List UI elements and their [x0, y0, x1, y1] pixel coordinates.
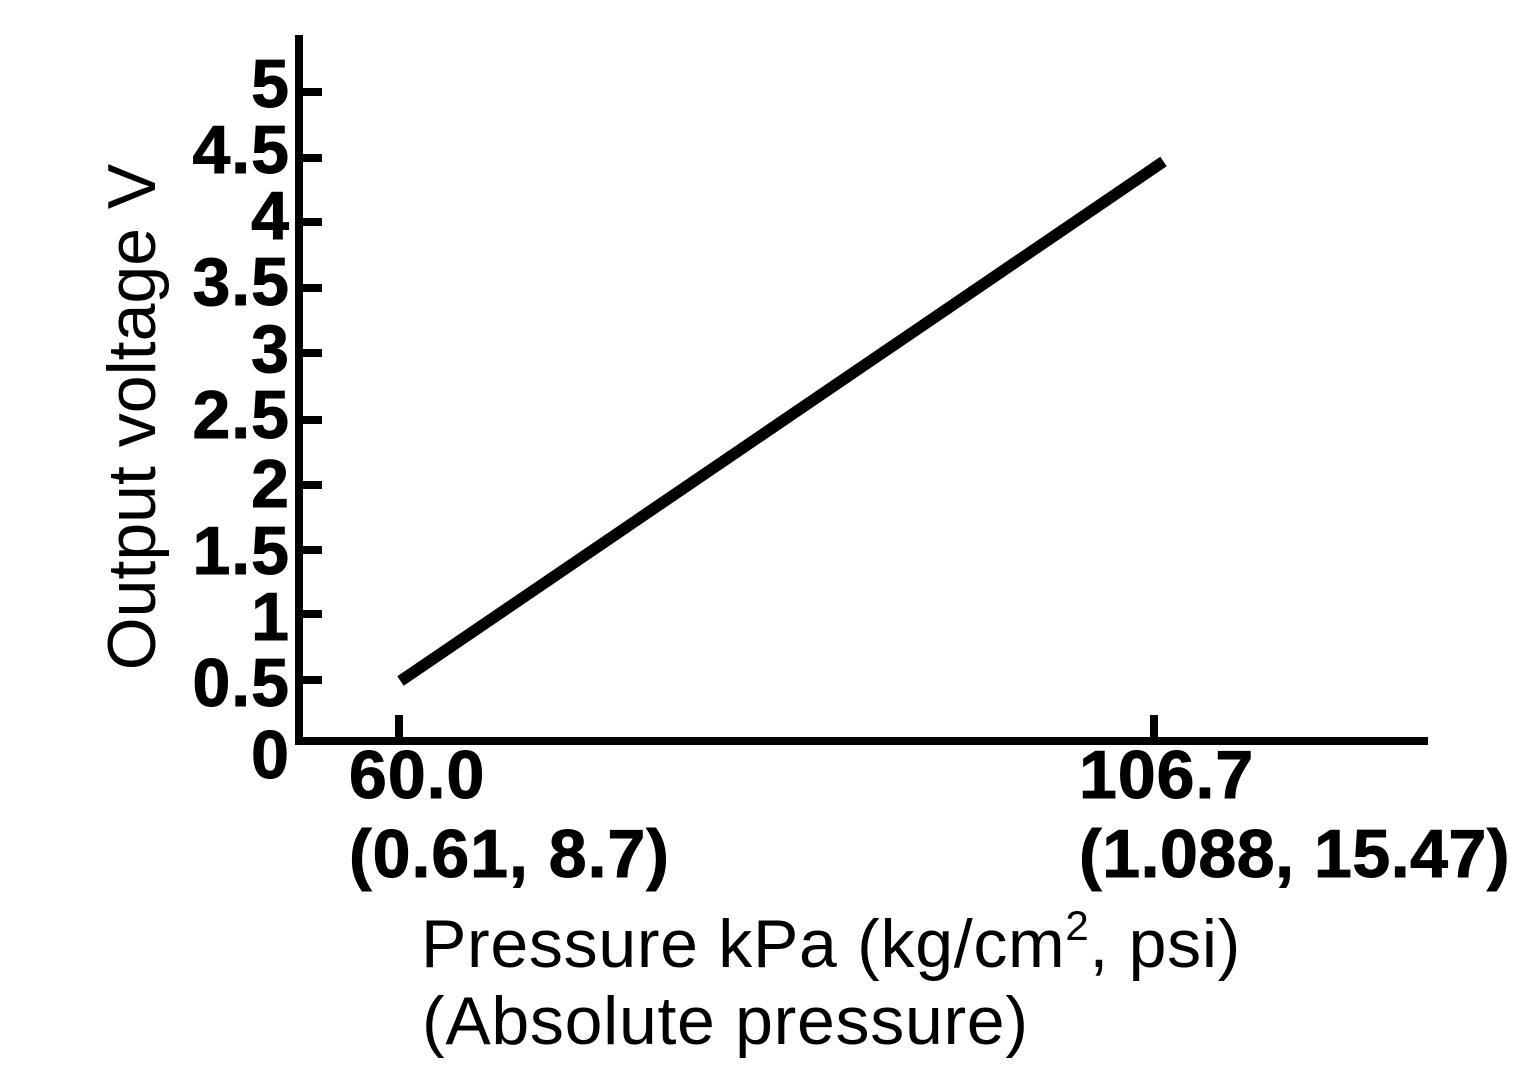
svg-text:3.5: 3.5: [192, 244, 290, 320]
svg-text:1.5: 1.5: [192, 513, 290, 589]
svg-text:2: 2: [251, 446, 290, 522]
svg-text:4.5: 4.5: [192, 112, 290, 188]
svg-text:(0.61, 8.7): (0.61, 8.7): [349, 816, 670, 892]
svg-text:Output voltage V: Output voltage V: [94, 163, 170, 670]
svg-text:2.5: 2.5: [192, 377, 290, 453]
svg-text:1: 1: [251, 579, 290, 655]
svg-text:60.0: 60.0: [349, 737, 485, 813]
svg-text:(Absolute pressure): (Absolute pressure): [422, 983, 1029, 1059]
svg-text:5: 5: [251, 46, 290, 122]
svg-text:(1.088, 15.47): (1.088, 15.47): [1079, 816, 1510, 892]
svg-text:106.7: 106.7: [1079, 737, 1254, 813]
svg-text:3: 3: [251, 311, 290, 387]
svg-text:0.5: 0.5: [192, 645, 290, 721]
svg-text:Pressure kPa (kg/cm2, psi): Pressure kPa (kg/cm2, psi): [421, 902, 1241, 982]
svg-text:4: 4: [251, 178, 290, 254]
svg-text:0: 0: [251, 717, 290, 793]
